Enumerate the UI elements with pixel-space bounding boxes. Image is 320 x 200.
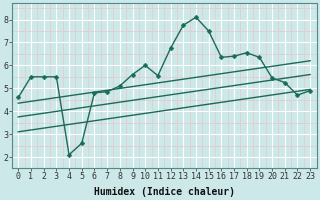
X-axis label: Humidex (Indice chaleur): Humidex (Indice chaleur) bbox=[94, 186, 235, 197]
